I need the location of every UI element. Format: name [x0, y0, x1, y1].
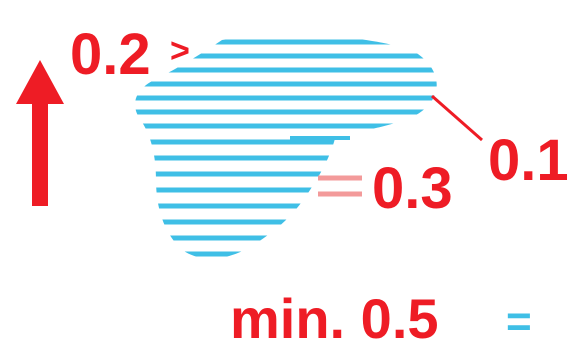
hatched-region — [135, 39, 437, 257]
label-right-spacing: 0.1 — [488, 128, 569, 193]
leader-line-right — [431, 94, 483, 142]
label-bottom-marker: = — [506, 297, 532, 346]
up-arrow-icon — [16, 60, 64, 206]
label-top-marker: > — [170, 32, 190, 70]
label-top-spacing: 0.2 — [70, 22, 151, 87]
label-middle-spacing: 0.3 — [372, 156, 453, 221]
cut-marks — [318, 175, 362, 197]
label-min-spacing: min. 0.5 — [230, 287, 439, 349]
